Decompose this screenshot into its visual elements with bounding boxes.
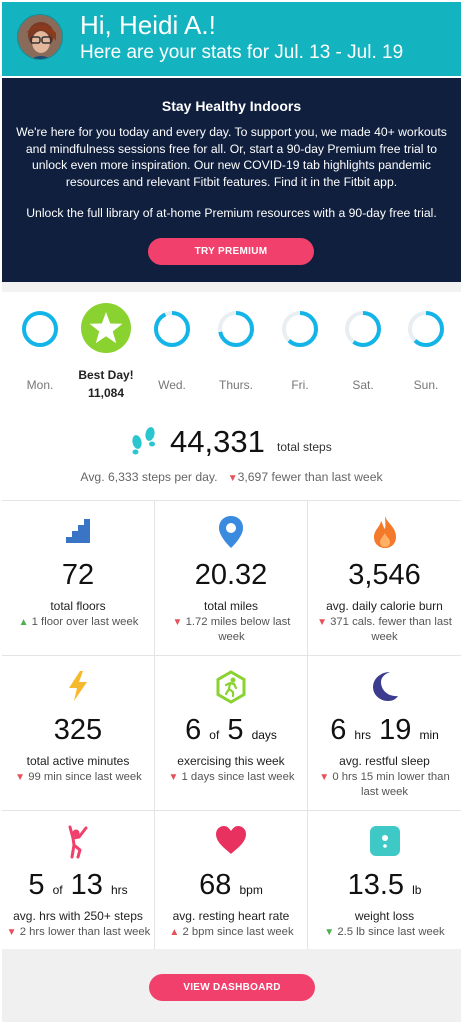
stat-value: 20.32 — [194, 559, 268, 591]
ring-progress-icon — [154, 311, 190, 347]
up-arrow-icon: ▲ — [18, 617, 29, 628]
up-arrow-icon: ▲ — [169, 927, 180, 938]
stat-value: 5 of 13 hrs — [28, 869, 128, 901]
section-divider — [2, 282, 461, 292]
footprints-icon — [132, 427, 155, 455]
footer: VIEW DASHBOARD — [2, 949, 461, 1022]
day-mon: Mon. — [10, 292, 70, 402]
steps-change: 3,697 fewer than last week — [237, 470, 383, 484]
stat-label: total miles — [203, 599, 259, 613]
stat-change: ▼ 371 cals. fewer than last week — [317, 616, 452, 643]
star-icon — [81, 303, 131, 353]
best-day-value: 11,084 — [87, 386, 125, 400]
view-dashboard-button[interactable]: VIEW DASHBOARD — [149, 974, 315, 1001]
promo-unlock-text: Unlock the full library of at-home Premi… — [26, 206, 437, 220]
steps-summary: Avg. 6,333 steps per day. ▼3,697 fewer t… — [2, 470, 461, 484]
stat-change: ▼ 1.72 miles below last week — [172, 616, 291, 643]
stat-value: 72 — [61, 559, 95, 591]
down-arrow-icon: ▼ — [6, 927, 17, 938]
scale-icon — [308, 825, 461, 859]
stats-date-range: Here are your stats for Jul. 13 - Jul. 1… — [80, 42, 404, 63]
down-arrow-icon: ▼ — [168, 772, 179, 783]
stat-label: avg. restful sleep — [339, 754, 430, 768]
stat-change: ▼ 1 days since last week — [168, 771, 295, 783]
total-steps-value: 44,331 — [170, 424, 265, 459]
stat-change: ▼ 2.5 lb since last week — [324, 926, 445, 938]
stairs-icon — [2, 515, 154, 549]
stat-change: ▼ 99 min since last week — [15, 771, 142, 783]
stat-label: total active minutes — [26, 754, 130, 768]
promo-title: Stay Healthy Indoors — [161, 98, 302, 114]
day-fri: Fri. — [270, 292, 330, 402]
avg-steps-text: Avg. 6,333 steps per day. — [80, 470, 218, 484]
stat-label: exercising this week — [177, 754, 285, 768]
stat-change: ▲ 2 bpm since last week — [169, 926, 294, 938]
day-label: Wed. — [158, 378, 186, 392]
lightning-icon — [2, 670, 154, 704]
best-day-label: Best Day! — [78, 368, 134, 382]
stat-value: 6 of 5 days — [185, 714, 277, 746]
heart-icon — [155, 825, 307, 859]
stat-change: ▼ 0 hrs 15 min lower than last week — [319, 771, 450, 798]
ring-progress-icon — [282, 311, 318, 347]
flame-icon — [308, 515, 461, 549]
day-label: Mon. — [26, 378, 54, 392]
day-sun: Sun. — [396, 292, 456, 402]
runner-hexagon-icon — [155, 670, 307, 704]
stat-label: avg. resting heart rate — [172, 909, 290, 923]
day-best: Best Day! 11,084 — [76, 292, 136, 402]
down-arrow-icon: ▼ — [319, 772, 330, 783]
try-premium-button[interactable]: TRY PREMIUM — [148, 238, 314, 265]
down-arrow-icon: ▼ — [15, 772, 26, 783]
ring-progress-icon — [218, 311, 254, 347]
total-steps-row: 44,331 total steps — [2, 422, 461, 462]
stat-hourly-steps: 5 of 13 hrs avg. hrs with 250+ steps ▼ 2… — [2, 811, 155, 966]
stat-floors: 72 total floors ▲ 1 floor over last week — [2, 501, 155, 656]
stat-change: ▲ 1 floor over last week — [18, 616, 139, 628]
stat-label: weight loss — [354, 909, 415, 923]
stat-sleep: 6 hrs 19 min avg. restful sleep ▼ 0 hrs … — [308, 656, 461, 811]
down-arrow-icon: ▼ — [172, 617, 183, 628]
stat-value: 325 — [53, 714, 103, 746]
day-label: Sun. — [413, 378, 439, 392]
day-label: Sat. — [352, 378, 374, 392]
stat-active-minutes: 325 total active minutes ▼ 99 min since … — [2, 656, 155, 811]
stat-label: avg. hrs with 250+ steps — [13, 909, 143, 923]
day-label: Thurs. — [218, 378, 253, 392]
header-banner: Hi, Heidi A.! Here are your stats for Ju… — [2, 2, 461, 76]
stat-value: 68 bpm — [199, 869, 263, 901]
day-label: Fri. — [291, 378, 309, 392]
stats-grid: 72 total floors ▲ 1 floor over last week… — [2, 500, 461, 966]
stat-value: 3,546 — [348, 559, 421, 591]
stat-label: avg. daily calorie burn — [326, 599, 443, 613]
day-thurs: Thurs. — [206, 292, 266, 402]
stat-weight: 13.5 lb weight loss ▼ 2.5 lb since last … — [308, 811, 461, 966]
stat-value: 13.5 lb — [347, 869, 422, 901]
stat-miles: 20.32 total miles ▼ 1.72 miles below las… — [155, 501, 308, 656]
stat-calories: 3,546 avg. daily calorie burn ▼ 371 cals… — [308, 501, 461, 656]
stat-value: 6 hrs 19 min — [330, 714, 439, 746]
ring-progress-icon — [22, 311, 58, 347]
down-arrow-icon: ▼ — [324, 927, 335, 938]
total-steps-unit: total steps — [277, 440, 332, 454]
moon-icon — [308, 670, 461, 704]
stat-label: total floors — [50, 599, 106, 613]
down-arrow-icon: ▼ — [227, 473, 238, 484]
promo-body: We're here for you today and every day. … — [16, 125, 447, 189]
weekly-steps-summary: Mon. Best Day! 11,084 Wed. Thurs. — [2, 292, 461, 502]
down-arrow-icon: ▼ — [317, 617, 327, 628]
stat-exercise-days: 6 of 5 days exercising this week ▼ 1 day… — [155, 656, 308, 811]
ring-progress-icon — [345, 311, 381, 347]
stat-change: ▼ 2 hrs lower than last week — [6, 926, 151, 938]
stat-heart-rate: 68 bpm avg. resting heart rate ▲ 2 bpm s… — [155, 811, 308, 966]
location-pin-icon — [155, 515, 307, 549]
day-wed: Wed. — [142, 292, 202, 402]
day-sat: Sat. — [333, 292, 393, 402]
ring-progress-icon — [408, 311, 444, 347]
person-stretch-icon — [2, 825, 154, 859]
promo-banner: Stay Healthy Indoors We're here for you … — [2, 78, 461, 282]
avatar — [17, 14, 63, 60]
greeting: Hi, Heidi A.! — [80, 10, 216, 40]
